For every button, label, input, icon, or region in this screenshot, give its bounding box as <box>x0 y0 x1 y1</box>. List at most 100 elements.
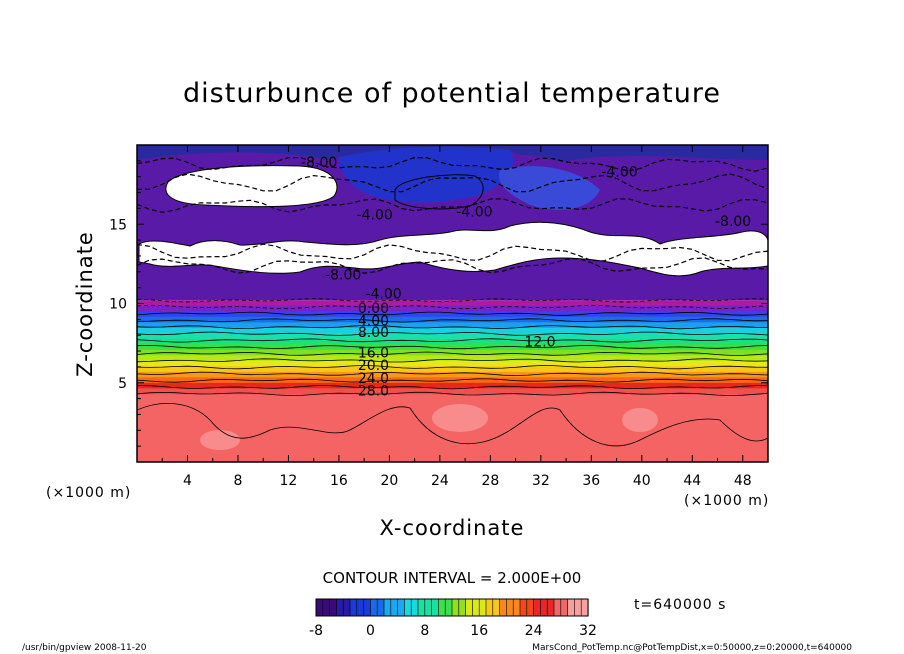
colorbar-cell <box>553 598 562 617</box>
contour-line <box>137 311 768 316</box>
light-blob <box>622 408 658 432</box>
contour-line <box>137 365 768 370</box>
x-tick-label: 32 <box>532 473 550 489</box>
contour-line <box>137 243 768 262</box>
colorbar-cell <box>349 598 358 617</box>
ramp-band <box>137 366 768 373</box>
contour-label: 0.00 <box>358 301 389 317</box>
colorbar-cell <box>546 598 555 617</box>
colorbar-tick-label: -8 <box>309 623 323 639</box>
contour-labels: -8.00-4.00-4.00 -4.00-8.00-8.00-4.000.004… <box>301 155 751 399</box>
z-tick-label: 15 <box>109 217 127 233</box>
colorbar-cell <box>540 598 548 617</box>
colorbar-ticks: -8 0 8 16 24 32 <box>309 623 597 639</box>
light-blob <box>432 404 488 432</box>
z-axis-label: Z-coordinate <box>73 231 97 377</box>
contour-line <box>137 385 768 390</box>
colorbar-cell <box>499 598 508 617</box>
ramp-band <box>137 305 768 312</box>
ramp-band <box>137 349 768 356</box>
top-band <box>137 145 768 162</box>
colorbar-cell <box>526 598 535 617</box>
contour-label: 8.00 <box>358 325 389 341</box>
contour-label: 4.00 <box>358 314 389 330</box>
x-tick-label: 48 <box>734 473 752 489</box>
x-tick-label: 12 <box>280 473 298 489</box>
x-tick-label: 28 <box>481 473 499 489</box>
contour-line <box>137 318 768 323</box>
x-axis-label: X-coordinate <box>380 516 525 540</box>
colorbar-cell <box>342 598 351 617</box>
footer-left: /usr/bin/gpview 2008-11-20 <box>22 643 147 653</box>
x-tick-label: 8 <box>233 473 242 489</box>
contour-line <box>137 156 768 172</box>
ramp-band <box>137 322 768 329</box>
colorbar-frame <box>315 598 589 617</box>
colorbar-cell <box>363 598 372 617</box>
z-axis-ticks: 5 10 15 <box>109 160 768 447</box>
ramp-band <box>137 371 768 378</box>
contour-line <box>137 391 768 397</box>
ramp-band <box>137 327 768 334</box>
x-tick-label: 40 <box>633 473 651 489</box>
colorbar-cell <box>478 598 487 617</box>
contour-label: -4.00 <box>365 287 401 303</box>
colorbar-cell <box>370 598 378 617</box>
contour-line <box>137 371 768 376</box>
contour-line <box>137 358 768 363</box>
colorbar-cell <box>410 598 419 617</box>
contour-interval: CONTOUR INTERVAL = 2.000E+00 <box>323 569 582 587</box>
white-region-band <box>138 221 768 277</box>
x-tick-label: 4 <box>183 473 192 489</box>
contour-line <box>137 173 768 193</box>
contour-label: 16.0 <box>358 345 389 361</box>
colorbar-cell <box>383 598 392 617</box>
colorbar-cell <box>390 598 399 617</box>
ramp-band <box>137 344 768 351</box>
colorbar-cell <box>356 598 365 617</box>
ramp-band <box>137 388 768 395</box>
x-tick-label: 16 <box>330 473 348 489</box>
contour-label: -4.00 <box>601 165 637 181</box>
x-axis-unit: (×1000 m) <box>684 493 769 509</box>
colorbar-cell <box>438 598 446 617</box>
ramp-band <box>137 300 768 307</box>
contour-label: -8.00 <box>715 214 751 230</box>
colorbar-cell <box>458 598 467 617</box>
colorbar-cell <box>574 598 582 617</box>
x-tick-label: 20 <box>380 473 398 489</box>
colorbar-tick-label: 32 <box>579 623 597 639</box>
contour-line <box>137 304 768 310</box>
contour-line <box>137 351 768 356</box>
colorbar-cell <box>424 598 433 617</box>
colorbar-cell <box>404 598 412 617</box>
white-region-left <box>165 165 338 208</box>
colorbar-cell <box>485 598 494 617</box>
colorbar-cell <box>465 598 474 617</box>
colorbar-cell <box>512 598 521 617</box>
plot-area: -8.00-4.00-4.00 -4.00-8.00-8.00-4.000.004… <box>137 145 768 462</box>
ramp-band <box>137 382 768 389</box>
contour-lines <box>137 156 768 447</box>
colorbar-tick-label: 24 <box>525 623 543 639</box>
ramp-band <box>137 338 768 345</box>
colorbar-cell <box>580 598 589 617</box>
x-tick-label: 24 <box>431 473 449 489</box>
x-tick-label: 36 <box>582 473 600 489</box>
contour-line <box>394 174 484 210</box>
z-tick-label: 5 <box>118 376 127 392</box>
ramp-band <box>137 355 768 362</box>
colorbar <box>315 598 589 617</box>
contour-line <box>137 344 768 350</box>
contour-label: 12.0 <box>524 334 555 350</box>
colorbar-cell <box>397 598 406 617</box>
colorbar-cell <box>451 598 460 617</box>
contour-label: -8.00 <box>325 268 361 284</box>
ramp-band <box>137 311 768 318</box>
x-axis-ticks: 4 8 12 16 20 24 28 32 36 40 44 48 <box>161 145 752 489</box>
light-blob <box>200 430 240 450</box>
z-axis-unit: (×1000 m) <box>46 485 131 501</box>
colorbar-cell <box>444 598 453 617</box>
colorbar-cell <box>506 598 514 617</box>
